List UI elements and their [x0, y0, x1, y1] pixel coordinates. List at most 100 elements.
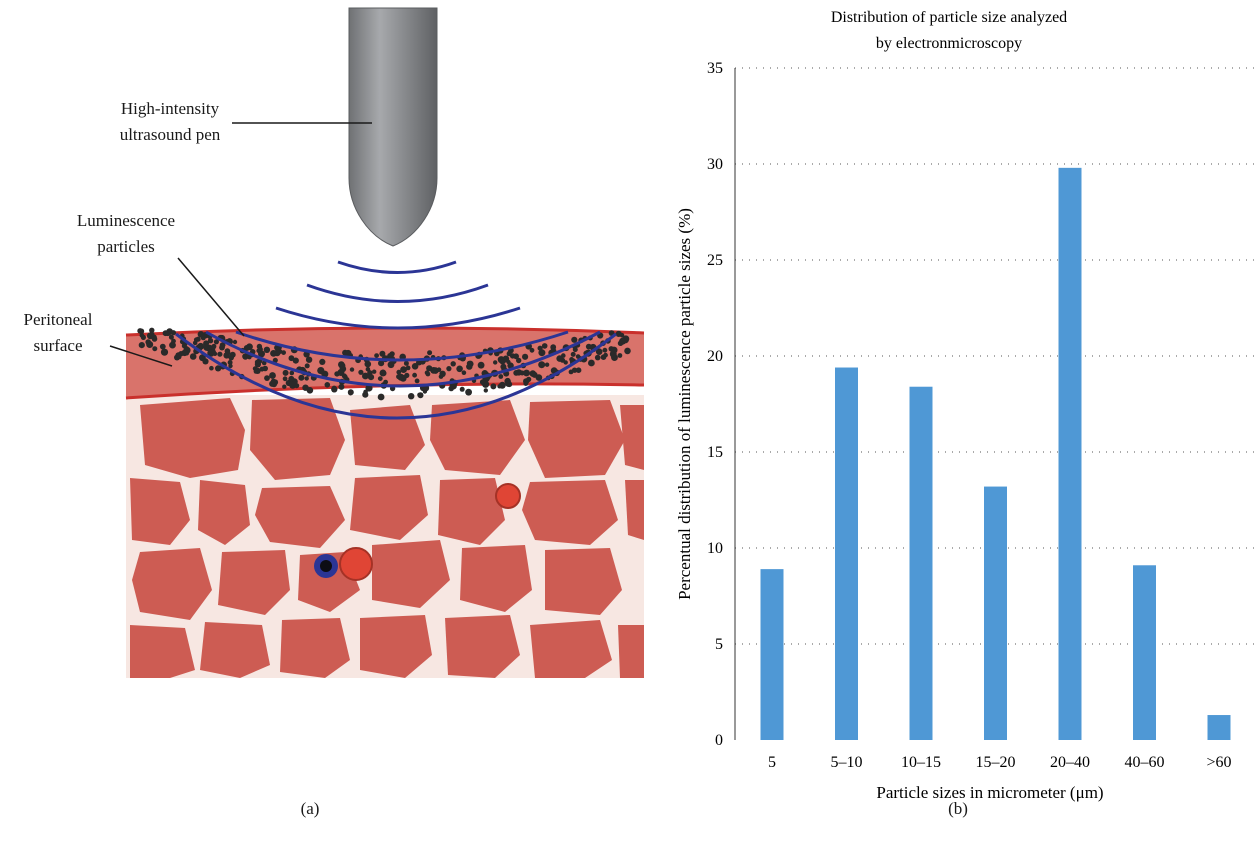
particle [138, 328, 145, 334]
particle [531, 371, 538, 378]
particle [256, 348, 262, 354]
particle [358, 369, 364, 375]
particle [383, 379, 388, 385]
particle [408, 393, 415, 400]
particle [465, 388, 472, 396]
particle [264, 375, 270, 381]
particle [378, 360, 385, 367]
particle [364, 360, 372, 368]
particle [189, 353, 197, 360]
particle [362, 372, 369, 380]
particle [227, 360, 233, 365]
particle [282, 369, 289, 376]
particle [166, 328, 174, 335]
particle [219, 344, 225, 351]
x-tick-label: 15–20 [976, 754, 1016, 771]
particle [387, 361, 395, 369]
particle [490, 383, 497, 390]
particle [523, 378, 530, 385]
bar-5 [1133, 565, 1156, 740]
particle [243, 345, 250, 351]
particle [149, 331, 155, 338]
particle [556, 355, 563, 362]
particle [273, 349, 281, 357]
particle [374, 353, 379, 358]
y-tick-label: 35 [707, 60, 723, 77]
particle [396, 374, 402, 380]
bar-0 [760, 569, 784, 740]
particle [367, 374, 375, 381]
particle [174, 354, 180, 361]
particle [426, 365, 433, 372]
particle [414, 378, 420, 384]
particle [483, 388, 488, 393]
particle [228, 363, 233, 369]
illustration-svg: High-intensity ultrasound pen Luminescen… [24, 7, 645, 678]
surface-leader-line [109, 345, 173, 367]
vein-vessel-lumen [320, 560, 332, 572]
particle [282, 376, 288, 382]
particle [305, 356, 313, 363]
particle [146, 341, 154, 348]
particles-label-line2: particles [97, 237, 155, 256]
bar-1 [835, 367, 858, 740]
particle [377, 393, 385, 401]
y-tick-label: 5 [715, 636, 723, 653]
particle [446, 366, 452, 372]
particle [379, 350, 386, 357]
particle [523, 369, 530, 377]
surface-label-line1: Peritoneal [24, 310, 93, 329]
particle [282, 384, 287, 389]
y-tick-labels: 0 5 10 15 20 25 30 35 [707, 60, 723, 749]
bar-3 [984, 486, 1007, 740]
ultrasound-pen [348, 7, 438, 247]
artery-vessel-small [495, 483, 521, 509]
particle [159, 343, 166, 350]
particle [456, 365, 463, 373]
bar-6 [1207, 715, 1231, 740]
particle [202, 358, 209, 365]
particle [403, 360, 409, 366]
particle [261, 360, 267, 366]
particle [254, 359, 260, 365]
particle [380, 370, 387, 377]
particle [178, 351, 184, 357]
particle [436, 367, 442, 373]
particle [338, 383, 345, 390]
y-axis-label: Percentual distribution of luminescence … [675, 208, 694, 600]
particle [617, 353, 623, 358]
particle [513, 370, 520, 376]
y-tick-label: 10 [707, 540, 723, 557]
particle [200, 335, 206, 341]
particle [242, 353, 249, 360]
particle [529, 347, 535, 353]
particle [294, 383, 300, 389]
surface-label-line2: surface [33, 336, 82, 355]
particle [477, 361, 485, 369]
particle [544, 362, 550, 367]
x-axis-label: Particle sizes in micrometer (μm) [876, 783, 1103, 802]
particle [317, 367, 325, 375]
particle [254, 367, 261, 374]
chart-panel: Distribution of particle size analyzed b… [660, 0, 1256, 843]
particle [538, 361, 546, 369]
particle [537, 345, 543, 351]
y-tick-label: 20 [707, 348, 723, 365]
particle [138, 342, 145, 349]
particle [193, 337, 199, 343]
bar-2 [909, 386, 933, 740]
particle [541, 343, 548, 349]
particle [365, 366, 371, 372]
chart-title-line1: Distribution of particle size analyzed [831, 9, 1067, 26]
chart-gridlines [735, 67, 1256, 645]
particle [425, 371, 431, 377]
particle [304, 363, 310, 369]
particle [505, 380, 512, 387]
particle [288, 375, 295, 382]
particle [399, 374, 407, 382]
particle [344, 349, 352, 357]
particle [493, 360, 498, 365]
particle [575, 367, 582, 374]
particle [412, 372, 417, 378]
particle [615, 330, 622, 337]
